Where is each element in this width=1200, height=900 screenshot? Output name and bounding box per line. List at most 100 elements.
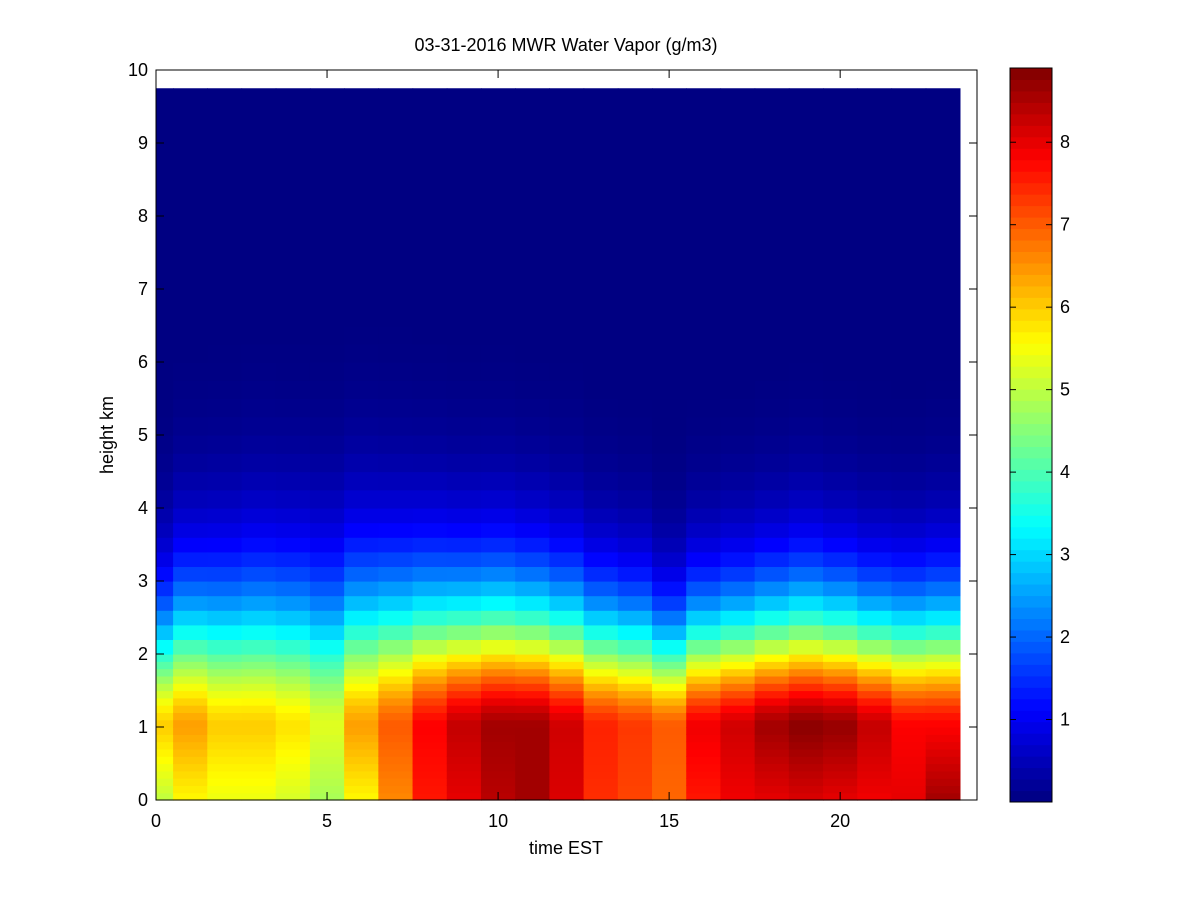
heatmap-cell	[173, 668, 208, 677]
heatmap-cell	[720, 179, 756, 199]
heatmap-cell	[720, 252, 756, 272]
colorbar-swatch	[1010, 572, 1052, 585]
heatmap-cell	[686, 727, 722, 735]
heatmap-cell	[823, 785, 858, 794]
heatmap-cell	[173, 307, 208, 327]
heatmap-cell	[720, 727, 756, 735]
heatmap-cell	[549, 675, 585, 684]
heatmap-cell	[344, 792, 379, 801]
heatmap-cell	[857, 522, 893, 538]
heatmap-cell	[378, 595, 414, 611]
heatmap-cell	[549, 756, 585, 765]
heatmap-cell	[823, 508, 858, 524]
heatmap-cell	[378, 508, 414, 524]
heatmap-cell	[549, 216, 585, 235]
heatmap-cell	[686, 179, 722, 199]
heatmap-cell	[583, 179, 619, 199]
heatmap-cell	[344, 289, 379, 308]
heatmap-cell	[446, 661, 482, 670]
heatmap-cell	[823, 252, 858, 272]
heatmap-cell	[241, 654, 277, 662]
heatmap-cell	[344, 697, 379, 706]
heatmap-cell	[275, 705, 311, 713]
heatmap-cell	[309, 508, 345, 524]
heatmap-cell	[891, 778, 927, 786]
heatmap-cell	[549, 661, 585, 670]
heatmap-cell	[156, 380, 174, 400]
heatmap-cell	[344, 270, 379, 290]
heatmap-cell	[275, 362, 311, 381]
heatmap-cell	[156, 639, 174, 655]
heatmap-cell	[823, 216, 858, 235]
heatmap-cell	[156, 307, 174, 327]
heatmap-cell	[583, 654, 619, 662]
colorbar-tick-label: 2	[1060, 627, 1070, 647]
heatmap-cell	[275, 270, 311, 290]
heatmap-cell	[549, 551, 585, 567]
heatmap-cell	[412, 161, 448, 181]
heatmap-cell	[925, 668, 961, 677]
colorbar-tick-label: 1	[1060, 710, 1070, 730]
heatmap-cell	[480, 734, 516, 743]
colorbar-tick-label: 3	[1060, 545, 1070, 565]
heatmap-cell	[344, 734, 379, 743]
heatmap-cell	[515, 661, 550, 670]
heatmap-cell	[207, 508, 243, 524]
heatmap-cell	[156, 763, 174, 772]
heatmap-cell	[173, 179, 208, 199]
heatmap-cell	[583, 734, 619, 743]
heatmap-cell	[309, 362, 345, 381]
heatmap-cell	[275, 668, 311, 677]
heatmap-cell	[378, 668, 414, 677]
heatmap-cell	[754, 453, 790, 473]
heatmap-cell	[207, 566, 243, 582]
heatmap-cell	[275, 234, 311, 254]
heatmap-cell	[720, 683, 756, 692]
heatmap-cell	[515, 124, 550, 144]
heatmap-cell	[583, 741, 619, 750]
heatmap-cell	[652, 380, 687, 400]
colorbar-swatch	[1010, 435, 1052, 447]
heatmap-cell	[925, 522, 961, 538]
heatmap-cell	[378, 197, 414, 217]
heatmap-cell	[925, 639, 961, 655]
heatmap-cell	[823, 234, 858, 254]
heatmap-cell	[652, 581, 687, 597]
heatmap-cell	[156, 234, 174, 254]
heatmap-cell	[788, 566, 824, 582]
heatmap-cell	[686, 748, 722, 757]
heatmap-cell	[241, 734, 277, 743]
heatmap-cell	[652, 252, 687, 272]
heatmap-cell	[686, 792, 722, 801]
heatmap-cell	[207, 197, 243, 217]
heatmap-cell	[412, 727, 448, 735]
heatmap-cell	[857, 661, 893, 670]
heatmap-cell	[480, 697, 516, 706]
heatmap-cell	[617, 756, 653, 765]
heatmap-cell	[754, 639, 790, 655]
heatmap-cell	[275, 683, 311, 692]
heatmap-cell	[173, 778, 208, 786]
heatmap-cell	[156, 741, 174, 750]
heatmap-cell	[378, 675, 414, 684]
heatmap-cell	[925, 734, 961, 743]
heatmap-cell	[720, 785, 756, 794]
heatmap-cell	[891, 748, 927, 757]
heatmap-cell	[480, 748, 516, 757]
heatmap-cell	[412, 325, 448, 345]
heatmap-cell	[156, 792, 174, 801]
heatmap-cell	[480, 453, 516, 473]
heatmap-cell	[754, 551, 790, 567]
y-tick-label: 6	[138, 352, 148, 372]
heatmap-cell	[275, 435, 311, 454]
heatmap-cell	[446, 697, 482, 706]
heatmap-cell	[309, 343, 345, 363]
heatmap-cell	[754, 661, 790, 670]
heatmap-cell	[583, 380, 619, 400]
heatmap-cell	[754, 756, 790, 765]
heatmap-cell	[173, 143, 208, 162]
heatmap-cell	[344, 522, 379, 538]
heatmap-cell	[686, 362, 722, 381]
heatmap-cell	[720, 661, 756, 670]
heatmap-cell	[515, 748, 550, 757]
